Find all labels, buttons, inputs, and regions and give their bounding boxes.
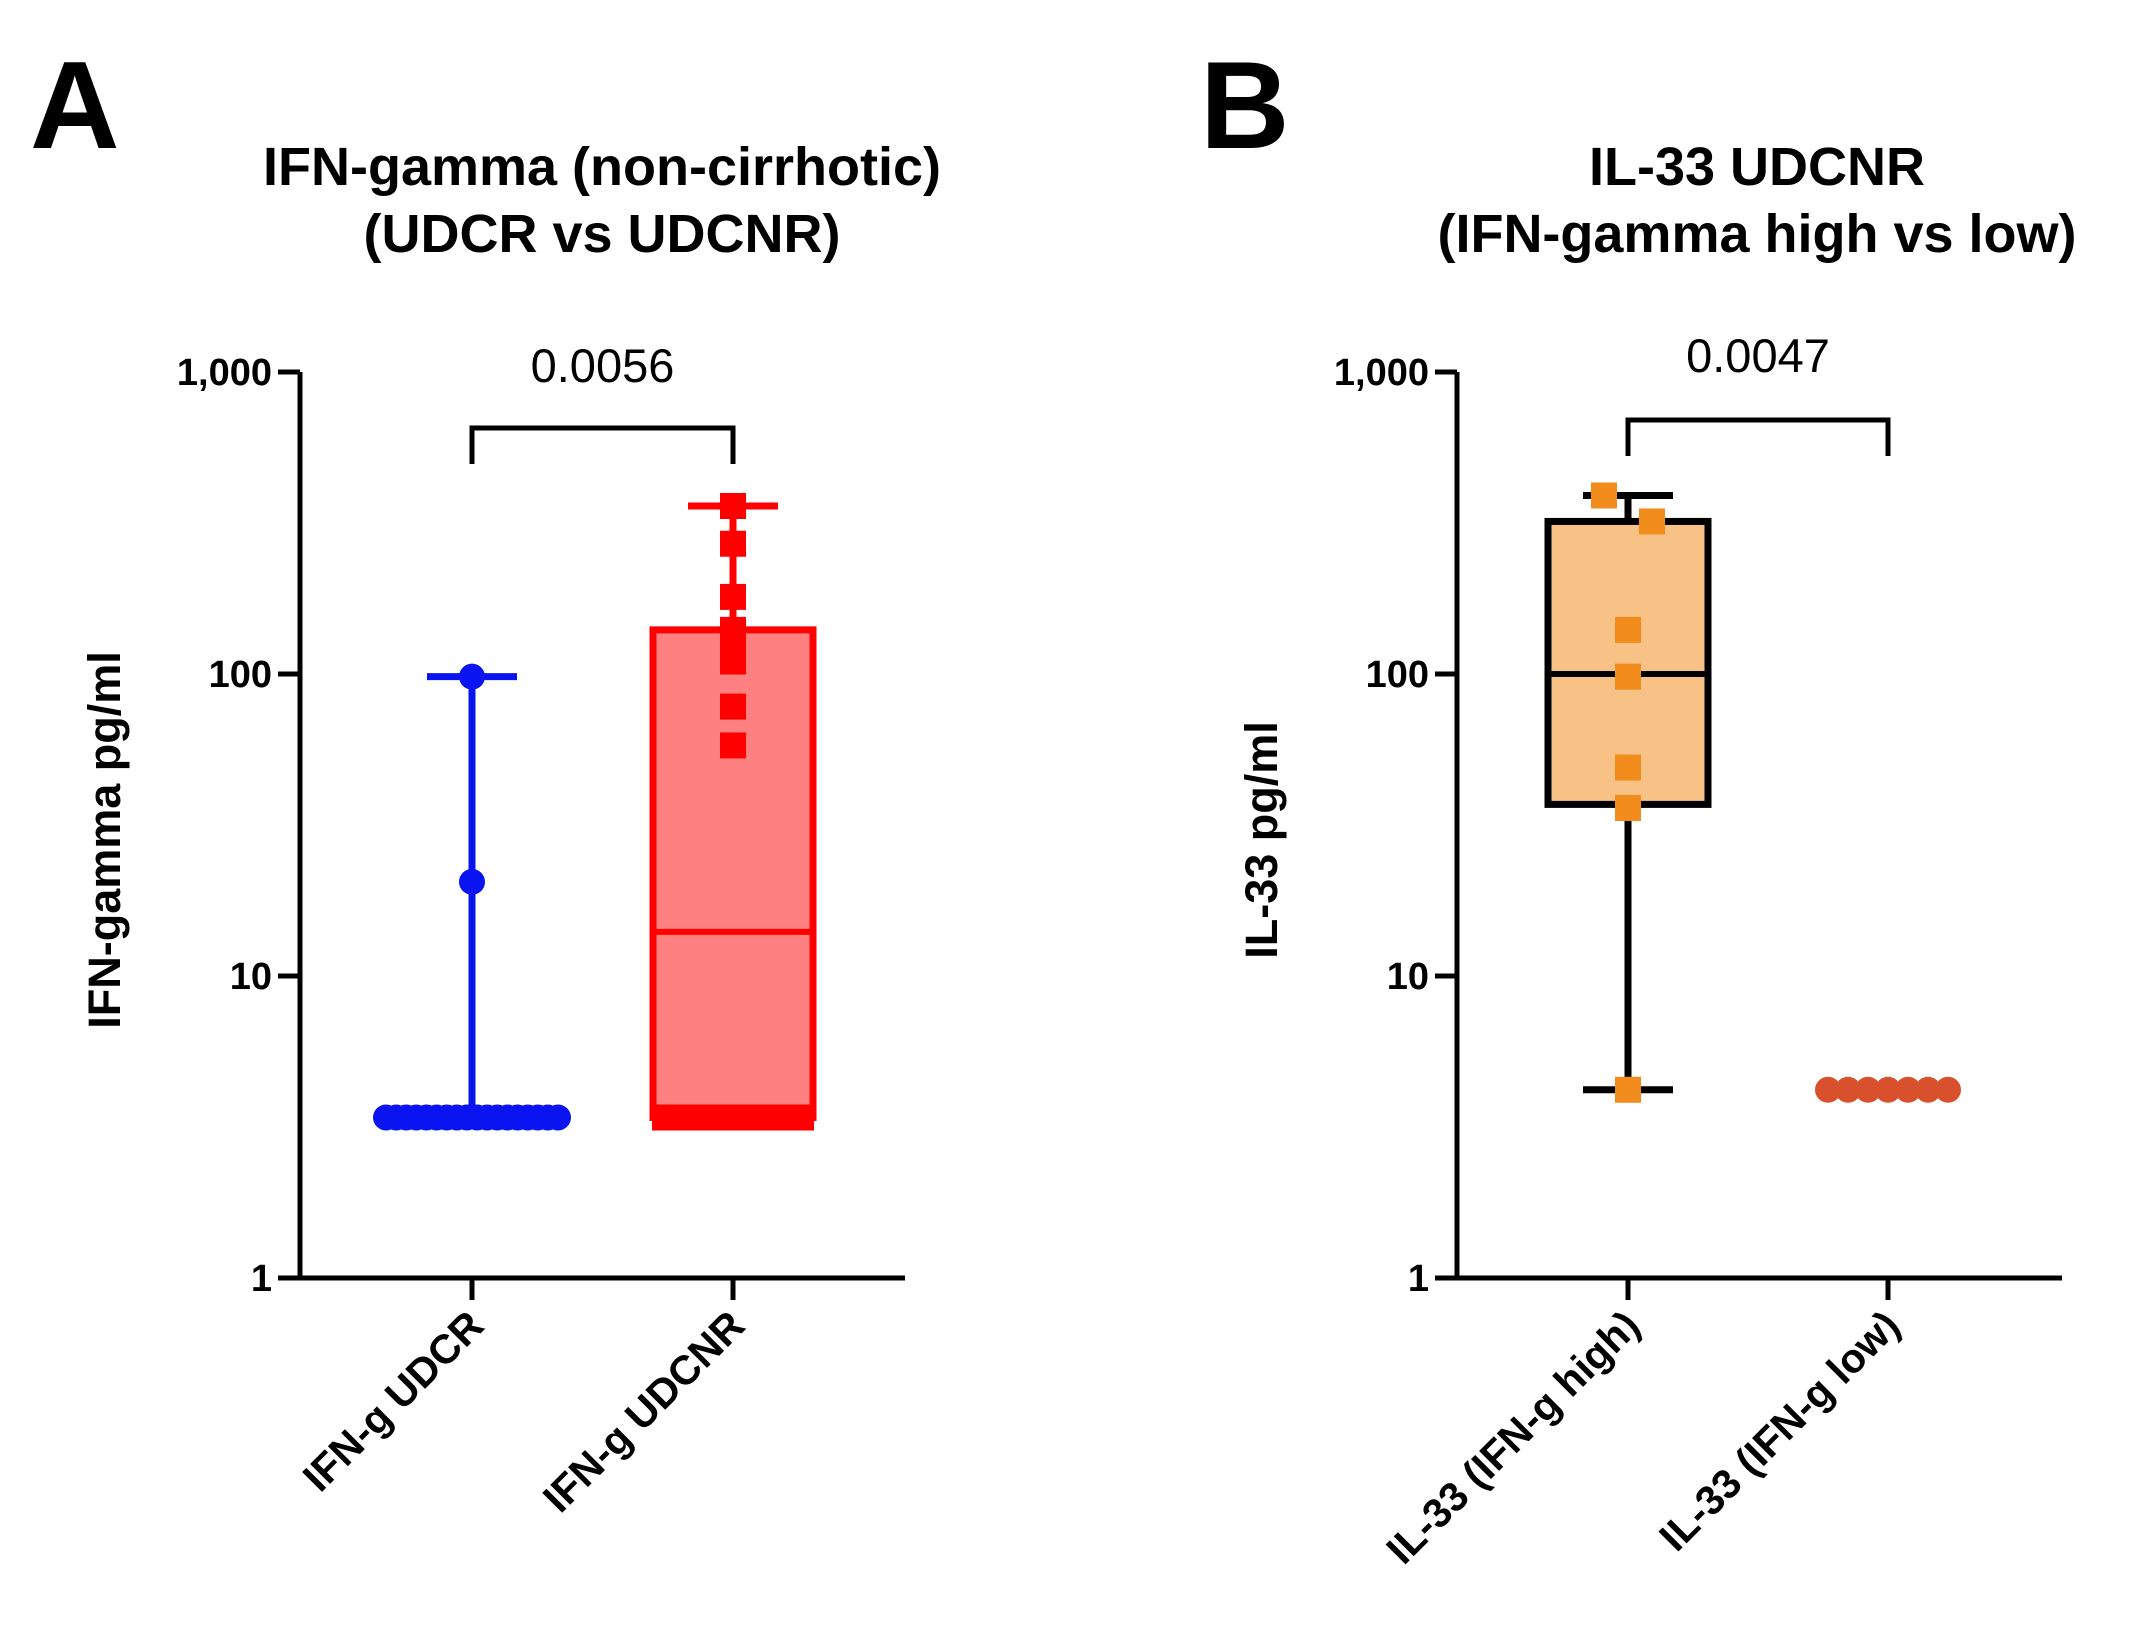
panel-a-y-tick-label: 1,000 xyxy=(177,352,272,394)
panel-b-x-tick-label: IL-33 (IFN-g high) xyxy=(1377,1302,1648,1573)
panel-a-data-point xyxy=(720,693,746,720)
panel-b-title-line-2: (IFN-gamma high vs low) xyxy=(1437,204,2076,264)
panel-a-data-point xyxy=(545,1104,571,1131)
panel-a-y-tick-label: 100 xyxy=(209,654,272,696)
panel-b-y-tick-label: 100 xyxy=(1366,654,1429,696)
panel-a-title-line-1: IFN-gamma (non-cirrhotic) xyxy=(263,137,941,197)
panel-b-series-1 xyxy=(1544,482,1712,1103)
panel-b-x-tick-label: IL-33 (IFN-g low) xyxy=(1650,1302,1908,1560)
panel-b-series-2 xyxy=(1815,1076,1961,1103)
panel-a-plot: 1 10 100 1,000 IFN-g UDCR IFN-g UDCNR 0.0056 xyxy=(177,339,905,1521)
panel-a-title-line-2: (UDCR vs UDCNR) xyxy=(363,204,840,264)
panel-b-data-point xyxy=(1855,1076,1881,1103)
panel-b-letter: B xyxy=(1200,37,1290,175)
panel-b-plot: 1 10 100 1,000 IL-33 (IFN-g high) IL-33 (IFN-… xyxy=(1334,329,2062,1573)
panel-b-data-point xyxy=(1915,1076,1941,1103)
panel-a-data-point xyxy=(720,530,746,557)
panel-a-data-point xyxy=(459,868,485,895)
panel-b-data-point xyxy=(1615,794,1641,821)
panel-a-data-point xyxy=(720,732,746,759)
panel-a-data-point xyxy=(788,1104,814,1131)
panel-a-y-axis-title: IFN-gamma pg/ml xyxy=(79,651,130,1029)
panel-b-p-value: 0.0047 xyxy=(1686,329,1830,382)
panel-a-data-point xyxy=(720,583,746,610)
panel-a-y-tick-label: 1 xyxy=(251,1258,272,1300)
panel-b-data-point xyxy=(1615,754,1641,781)
panel-a-x-tick-label: IFN-g UDCR xyxy=(294,1302,492,1500)
panel-b-data-point xyxy=(1639,508,1665,535)
panel-b-data-point xyxy=(1615,616,1641,643)
panel-b-y-tick-label: 1,000 xyxy=(1334,352,1429,394)
panel-b-significance-bracket xyxy=(1625,417,1891,456)
panel-b-data-point xyxy=(1591,482,1617,509)
panel-b-y-tick-label: 10 xyxy=(1387,956,1429,998)
panel-b-title-line-1: IL-33 UDCNR xyxy=(1589,137,1925,197)
panel-b-data-point xyxy=(1875,1076,1901,1103)
panel-b-y-tick-label: 1 xyxy=(1408,1258,1429,1300)
panel-a-x-tick-label: IFN-g UDCNR xyxy=(534,1302,753,1521)
panel-b-data-point xyxy=(1835,1076,1861,1103)
panel-a-series-1 xyxy=(373,663,571,1131)
panel-a-series-2 xyxy=(649,492,817,1131)
panel-b-data-point xyxy=(1615,1076,1641,1103)
panel-a-data-point xyxy=(720,648,746,675)
panel-b-data-point xyxy=(1935,1076,1961,1103)
panel-a-y-tick-label: 10 xyxy=(230,956,272,998)
panel-a-letter: A xyxy=(30,37,120,175)
panel-b-data-point xyxy=(1815,1076,1841,1103)
panel-b-data-point xyxy=(1615,663,1641,690)
panel-b-data-point xyxy=(1895,1076,1921,1103)
panel-a-data-point xyxy=(720,492,746,519)
panel-a-significance-bracket xyxy=(469,425,736,464)
panel-b: B IL-33 UDCNR (IFN-gamma high vs low) IL… xyxy=(1200,37,2077,1573)
panel-a-p-value: 0.0056 xyxy=(531,339,675,392)
panel-a: A IFN-gamma (non-cirrhotic) (UDCR vs UDC… xyxy=(30,37,941,1521)
panel-a-data-point xyxy=(459,663,485,690)
panel-b-y-axis-title: IL-33 pg/ml xyxy=(1236,721,1287,959)
